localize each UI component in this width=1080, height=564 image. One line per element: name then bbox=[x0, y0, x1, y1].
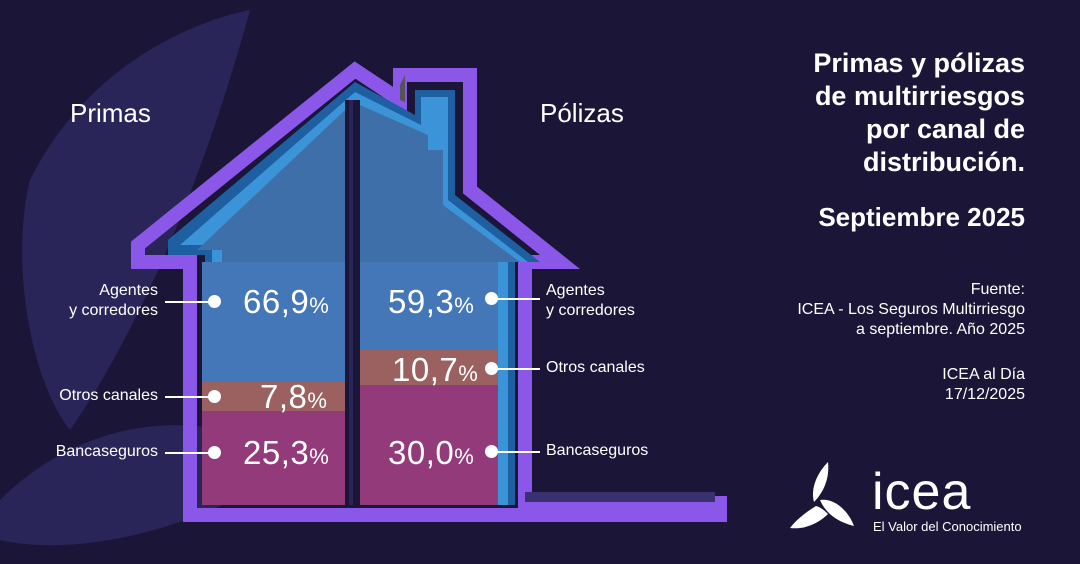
leader-line bbox=[495, 451, 540, 453]
value-primas-bancaseguros: 25,3% bbox=[243, 434, 330, 471]
value-primas-otros: 7,8% bbox=[260, 378, 328, 415]
leader-line bbox=[165, 301, 215, 303]
leader-line bbox=[165, 396, 215, 398]
primas-roof-fill bbox=[197, 110, 345, 262]
polizas-agentes-bar bbox=[360, 262, 498, 350]
logo-tagline: El Valor del Conocimiento bbox=[873, 519, 1022, 534]
leader-line bbox=[495, 368, 540, 370]
page-subtitle: Septiembre 2025 bbox=[818, 202, 1025, 232]
value-polizas-bancaseguros: 30,0% bbox=[388, 434, 475, 471]
marker-dot bbox=[485, 445, 498, 458]
primas-otros-bar bbox=[202, 382, 345, 411]
ground-strip bbox=[525, 492, 715, 502]
house-outline bbox=[131, 61, 727, 522]
page-title: Primas y pólizas de multirriesgos por ca… bbox=[813, 48, 1025, 177]
polizas-otros-bar bbox=[360, 350, 498, 385]
value-primas-agentes: 66,9% bbox=[243, 283, 330, 320]
value-polizas-agentes: 59,3% bbox=[388, 283, 475, 320]
label-agentes-left: Agentes y corredores bbox=[69, 282, 158, 319]
label-bancaseguros-right: Bancaseguros bbox=[546, 442, 649, 459]
label-otros-left: Otros canales bbox=[59, 387, 158, 404]
label-otros-right: Otros canales bbox=[546, 359, 645, 376]
value-polizas-otros: 10,7% bbox=[392, 351, 479, 388]
logo-wordmark: icea bbox=[872, 463, 972, 521]
icea-logo-icon bbox=[790, 462, 854, 529]
polizas-roof-fill bbox=[360, 105, 520, 262]
marker-dot bbox=[485, 362, 498, 375]
leader-line bbox=[495, 298, 540, 300]
column-title-polizas: Pólizas bbox=[540, 98, 624, 128]
column-title-primas: Primas bbox=[70, 98, 151, 128]
marker-dot bbox=[485, 292, 498, 305]
marker-dot bbox=[208, 295, 221, 308]
primas-agentes-bar bbox=[202, 262, 345, 382]
source-block: Fuente: ICEA - Los Seguros Multirriesgo … bbox=[797, 281, 1025, 338]
label-bancaseguros-left: Bancaseguros bbox=[55, 443, 158, 460]
polizas-bancaseguros-bar bbox=[360, 385, 498, 505]
label-agentes-right: Agentes y corredores bbox=[546, 282, 635, 319]
marker-dot bbox=[208, 446, 221, 459]
publication-block: ICEA al Día 17/12/2025 bbox=[942, 366, 1025, 403]
decorative-leaf bbox=[22, 10, 251, 430]
primas-bancaseguros-bar bbox=[202, 411, 345, 505]
leader-line bbox=[165, 452, 215, 454]
marker-dot bbox=[208, 390, 221, 403]
